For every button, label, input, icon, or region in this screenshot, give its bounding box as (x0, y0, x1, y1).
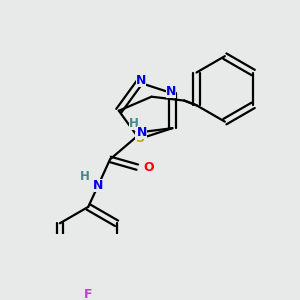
Text: S: S (135, 132, 144, 146)
Text: H: H (129, 117, 139, 130)
Text: N: N (137, 126, 147, 139)
Text: N: N (136, 74, 146, 88)
Text: N: N (166, 85, 176, 98)
Text: F: F (84, 288, 92, 300)
Text: O: O (143, 160, 154, 174)
Text: N: N (93, 178, 104, 192)
Text: H: H (80, 170, 90, 183)
